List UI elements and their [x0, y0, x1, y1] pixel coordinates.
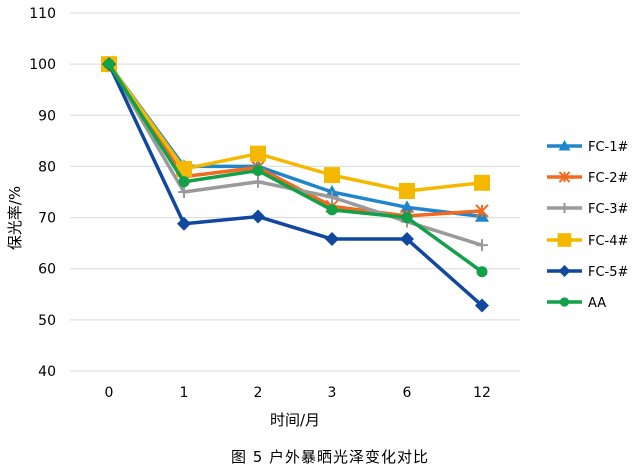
y-tick-110: 110 — [29, 6, 56, 22]
y-axis-label: 保光率/% — [6, 186, 24, 250]
legend-marker-aa — [559, 297, 570, 307]
legend-item-fc-4: FC-4# — [547, 233, 628, 249]
legend-marker-fc-3 — [559, 202, 570, 214]
y-tick-40: 40 — [38, 364, 56, 380]
legend-item-fc-5: FC-5# — [547, 265, 628, 280]
legend-label-fc-5: FC-5# — [588, 265, 628, 280]
point-fc-1-6 — [400, 200, 414, 213]
y-tick-90: 90 — [38, 108, 56, 124]
series-fc-3 — [103, 58, 488, 252]
legend-label-fc-4: FC-4# — [588, 234, 628, 249]
legend-marker-fc-5 — [558, 265, 571, 277]
legend-label-fc-2: FC-2# — [588, 171, 628, 186]
legend-marker-fc-1 — [558, 140, 571, 151]
legend-item-fc-1: FC-1# — [547, 140, 628, 155]
point-aa-6 — [401, 212, 413, 224]
legend-label-fc-1: FC-1# — [588, 140, 628, 155]
series-line-fc-4 — [107, 63, 483, 193]
legend-marker-fc-4 — [557, 233, 572, 247]
point-fc-4-3 — [324, 167, 340, 184]
point-fc-5-1 — [177, 216, 191, 231]
point-aa-3 — [326, 204, 338, 216]
x-tick-0: 0 — [105, 385, 114, 401]
series-group — [101, 56, 490, 313]
x-axis-ticks: 0 1 2 3 6 12 — [105, 385, 491, 401]
point-fc-3-12 — [476, 239, 488, 252]
x-tick-6: 6 — [403, 385, 412, 401]
legend-label-fc-3: FC-3# — [588, 202, 628, 217]
y-axis-ticks: 40 50 60 70 80 90 100 110 — [29, 6, 56, 380]
series-aa — [103, 58, 488, 278]
point-fc-3-1 — [178, 186, 190, 198]
point-aa-1 — [178, 176, 190, 188]
y-tick-50: 50 — [38, 313, 56, 329]
point-fc-5-2 — [251, 209, 265, 224]
point-aa-2 — [252, 165, 264, 177]
y-tick-100: 100 — [29, 57, 56, 73]
legend-label-aa: AA — [588, 296, 606, 311]
series-line-aa — [107, 63, 484, 274]
point-fc-4-6 — [399, 182, 415, 199]
series-line-fc-2 — [107, 63, 483, 218]
x-tick-1: 1 — [180, 385, 189, 401]
x-axis-label: 时间/月 — [270, 411, 320, 429]
point-fc-2-12 — [475, 204, 489, 218]
legend-item-aa: AA — [547, 296, 606, 311]
x-tick-2: 2 — [254, 385, 263, 401]
series-line-fc-5 — [107, 63, 484, 307]
series-fc-5 — [102, 57, 489, 313]
point-fc-3-3 — [326, 191, 338, 204]
legend-item-fc-2: FC-2# — [547, 171, 628, 186]
legend-marker-fc-2 — [558, 171, 571, 183]
point-aa-12 — [476, 266, 488, 278]
figure-caption: 图 5 户外暴晒光泽变化对比 — [231, 448, 429, 466]
y-tick-80: 80 — [38, 159, 56, 175]
point-aa-0 — [103, 58, 115, 70]
x-tick-3: 3 — [328, 385, 337, 401]
point-fc-5-6 — [400, 232, 414, 247]
x-tick-12: 12 — [473, 385, 491, 401]
y-tick-70: 70 — [38, 211, 56, 227]
point-fc-5-12 — [475, 298, 489, 313]
point-fc-4-2 — [250, 145, 266, 162]
series-fc-2 — [102, 57, 489, 223]
point-fc-3-2 — [252, 175, 264, 188]
point-fc-4-12 — [474, 174, 490, 191]
legend: FC-1# FC-2# FC-3# FC-4# FC-5# AA — [547, 140, 628, 311]
y-tick-60: 60 — [38, 262, 56, 278]
legend-item-fc-3: FC-3# — [547, 202, 628, 217]
point-fc-5-3 — [325, 232, 339, 247]
